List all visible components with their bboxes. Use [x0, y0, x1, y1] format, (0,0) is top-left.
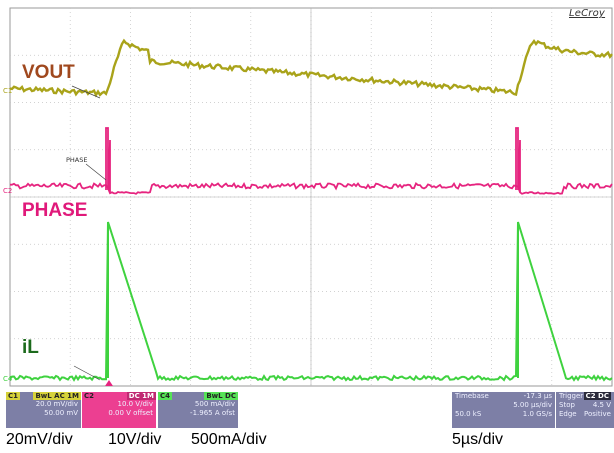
c4-offset: -1.965 A ofst: [158, 409, 238, 418]
trigger-mode: Stop: [559, 401, 575, 410]
timebase-samples: 50.0 kS: [455, 410, 481, 419]
phase-trace-tag: PHASE: [66, 156, 88, 164]
c1-scale: 20.0 mV/div: [6, 400, 81, 409]
vout-label: VOUT: [22, 62, 75, 84]
c2-scale: 10.0 V/div: [82, 400, 156, 409]
c2-tag: C2: [82, 392, 96, 400]
c2-scale-caption: 10V/div: [108, 431, 161, 449]
timebase-panel[interactable]: Timebase -17.3 µs 5.00 µs/div 50.0 kS 1.0 …: [452, 392, 555, 428]
c1-scale-caption: 20mV/div: [6, 431, 73, 449]
brand-logo: LeCroy: [569, 8, 605, 19]
channel-1-panel[interactable]: C1 BwL AC 1M 20.0 mV/div 50.00 mV: [6, 392, 81, 428]
c4-mode: BwL DC: [204, 392, 238, 400]
c4-scale: 500 mA/div: [158, 400, 238, 409]
phase-label: PHASE: [22, 200, 87, 222]
c4-ground-marker: C4: [3, 375, 13, 383]
trigger-panel[interactable]: Trigger C2 DC Stop 4.5 V Edge Positive: [556, 392, 614, 428]
trigger-source: C2 DC: [584, 392, 611, 400]
c1-ground-marker: C1: [3, 87, 12, 95]
trigger-slope: Positive: [584, 410, 611, 419]
c4-scale-caption: 500mA/div: [191, 431, 267, 449]
time-scale-caption: 5µs/div: [452, 431, 503, 449]
c2-ground-marker: C2: [3, 187, 12, 195]
c1-mode: BwL AC 1M: [33, 392, 81, 400]
timebase-delay: -17.3 µs: [524, 392, 552, 401]
c1-offset: 50.00 mV: [6, 409, 81, 418]
c2-offset: 0.00 V offset: [82, 409, 156, 418]
c1-tag: C1: [6, 392, 20, 400]
trigger-type: Edge: [559, 410, 577, 419]
trigger-title: Trigger: [559, 392, 583, 401]
channel-2-panel[interactable]: C2 DC 1M 10.0 V/div 0.00 V offset: [82, 392, 156, 428]
il-label: iL: [22, 337, 39, 359]
c2-mode: DC 1M: [127, 392, 156, 400]
timebase-div: 5.00 µs/div: [452, 401, 555, 410]
trigger-level: 4.5 V: [593, 401, 611, 410]
timebase-title: Timebase: [455, 392, 489, 401]
channel-4-panel[interactable]: C4 BwL DC 500 mA/div -1.965 A ofst: [158, 392, 238, 428]
timebase-rate: 1.0 GS/s: [523, 410, 552, 419]
c4-tag: C4: [158, 392, 172, 400]
